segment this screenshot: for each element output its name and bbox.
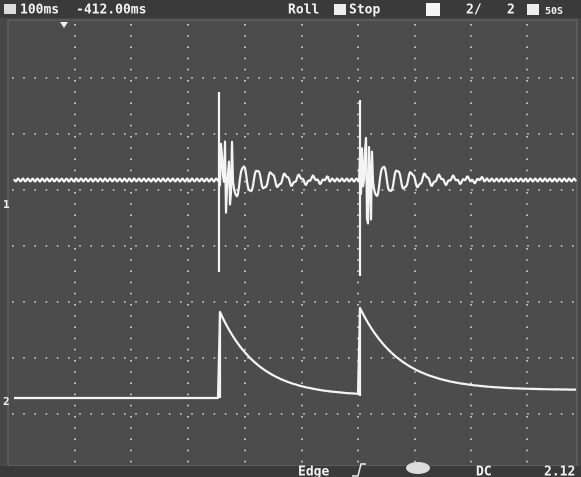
edge-icon xyxy=(352,463,366,477)
state: Stop xyxy=(349,3,380,18)
offset: -412.00ms xyxy=(76,3,146,18)
channel-badge xyxy=(406,462,430,474)
ch1-trace xyxy=(13,136,577,225)
ch2-marker: 2 xyxy=(3,395,10,408)
plot-area xyxy=(7,19,578,467)
stop-icon xyxy=(334,4,346,15)
ch2-trace xyxy=(14,306,576,400)
trigger-type: Edge xyxy=(298,465,329,477)
run-icon xyxy=(4,4,16,14)
mode: Roll xyxy=(288,3,319,18)
page-count: 2 xyxy=(507,3,515,18)
ch1-marker: 1 xyxy=(3,198,10,211)
menu-box xyxy=(426,3,440,16)
waveforms xyxy=(13,92,577,400)
coupling: DC xyxy=(476,465,492,477)
timebase: 100ms xyxy=(20,3,59,18)
trigger-position-marker xyxy=(60,22,68,28)
bottom-bar xyxy=(0,466,581,477)
page-index: 2/ xyxy=(466,3,482,18)
trigger-level: 2.12 xyxy=(544,465,575,477)
grid xyxy=(12,24,575,464)
rate-icon xyxy=(527,4,539,15)
rate: 50S xyxy=(545,6,563,17)
